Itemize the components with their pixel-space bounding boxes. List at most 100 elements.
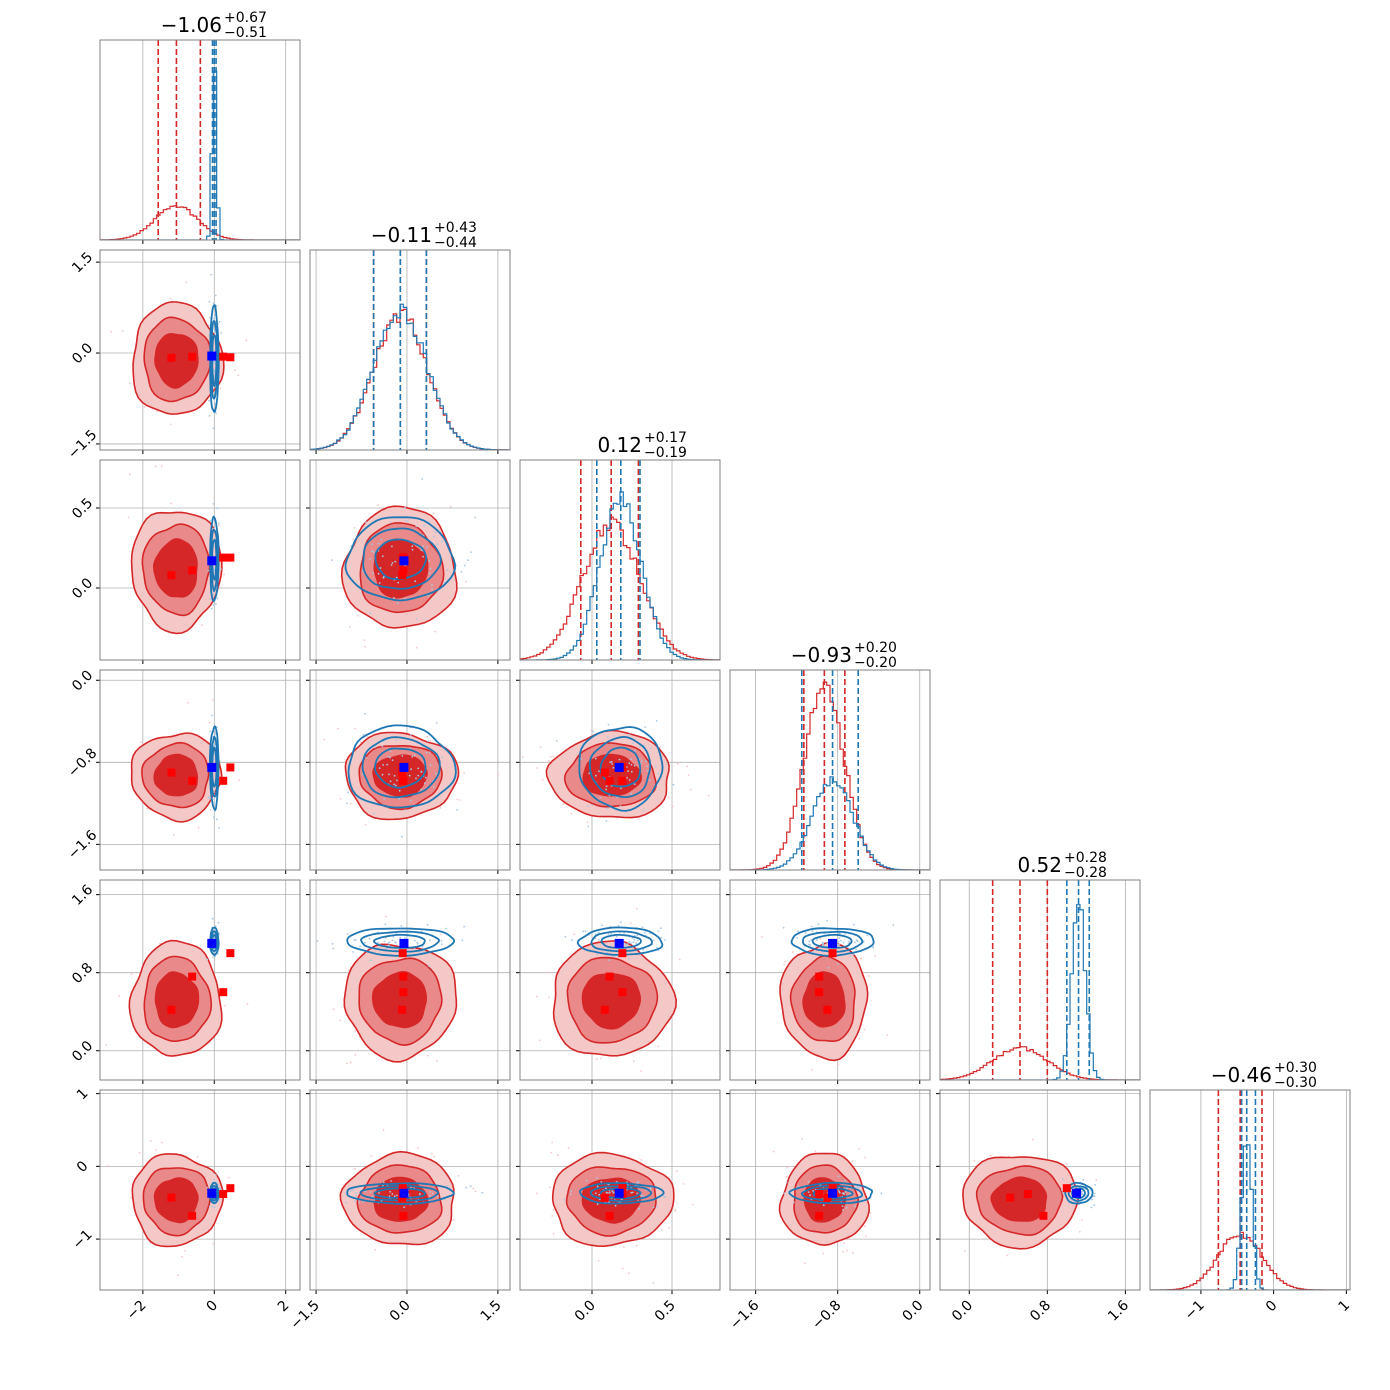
sample-point [323,738,326,741]
sample-point [214,743,216,746]
blue-contour-mid [362,527,442,590]
red-marker [226,1184,235,1193]
sample-point [410,733,412,736]
sample-point [215,412,218,415]
sample-point [399,937,402,939]
sample-point [608,959,611,961]
sample-point [354,1200,356,1202]
sample-point [395,576,398,579]
panel-5-4: 0.0 0.8 1.6 [927,1089,1141,1325]
sample-point [854,1205,856,1207]
sample-point [217,921,220,924]
sample-point [366,735,369,738]
sample-point [620,921,622,923]
sample-point [615,935,618,938]
sample-point [359,945,361,948]
red-marker [188,776,197,785]
sample-point [354,1029,357,1032]
blue-contour-outer [576,926,664,956]
sample-point [435,772,437,775]
panel-1-0: −1.5 0.0 1.5 [65,249,301,462]
axes-frame [939,879,1141,1081]
sample-point [161,1141,164,1144]
sample-point [849,1193,851,1195]
sample-point [351,1189,353,1192]
sample-point [431,588,433,591]
sample-point [649,1188,652,1190]
sample-point [354,1167,356,1170]
sample-point [605,820,608,822]
sample-point [811,930,814,933]
sample-point [349,625,351,628]
blue-marker [614,1188,624,1198]
sample-point [369,959,372,962]
sample-point [393,783,395,786]
sample-point [390,521,392,524]
red-marker [1023,1190,1032,1198]
sample-point [538,1039,541,1042]
sample-point [435,722,438,724]
sample-point [597,1260,600,1262]
red-marker [618,949,627,958]
sample-point [419,1193,421,1196]
sample-point [378,582,381,584]
sample-point [459,799,462,801]
sample-point [858,1037,861,1040]
sample-point [607,933,610,935]
sample-point [838,937,841,939]
sample-point [642,948,645,951]
sample-point [844,1191,847,1193]
red-histogram [310,308,510,450]
sample-point [664,1196,666,1198]
x-tick-label: −1 [1182,1298,1208,1324]
sample-point [892,924,895,927]
sample-point [793,1201,795,1204]
sample-point [353,939,356,941]
sample-point [782,926,785,929]
sample-point [644,726,647,728]
sample-point [686,765,689,768]
red-marker [605,972,614,981]
blue-marker [399,938,409,948]
sample-point [550,1151,553,1154]
sample-point [932,1225,934,1227]
sample-point [783,963,785,966]
sample-point [555,740,558,742]
sample-point [436,543,439,545]
panel-content [521,720,710,828]
sample-point [395,739,398,742]
panel-2-0: 0.0 0.5 [69,459,301,664]
sample-point [586,805,589,807]
y-tick-label: 1 [74,1086,92,1104]
sample-point [598,1193,601,1196]
sample-point [563,1199,565,1201]
red-contour-inner [152,538,198,598]
sample-point [213,1178,216,1181]
sample-point [571,939,573,942]
sample-point [446,569,449,572]
sample-point [209,730,212,732]
sample-point [841,1205,844,1207]
sample-point [209,519,212,522]
sample-point [413,754,416,757]
sample-point [465,1186,467,1189]
sample-point [707,794,710,797]
sample-point [809,1194,811,1197]
sample-point [652,1282,655,1284]
y-tick-label: 0.0 [69,575,96,602]
sample-point [216,507,219,510]
hist-content [940,880,1140,1080]
panel-content [107,1140,235,1276]
sample-point [181,1255,183,1258]
sample-point [390,1180,392,1182]
sample-point [822,1204,825,1207]
sample-point [339,1019,342,1022]
sample-point [927,1190,929,1192]
sample-point [429,567,432,570]
sample-point [217,952,219,955]
sample-point [827,966,830,969]
sample-point [364,521,367,523]
sample-point [130,1196,133,1199]
blue-histogram [730,776,930,870]
sample-point [640,1070,642,1072]
